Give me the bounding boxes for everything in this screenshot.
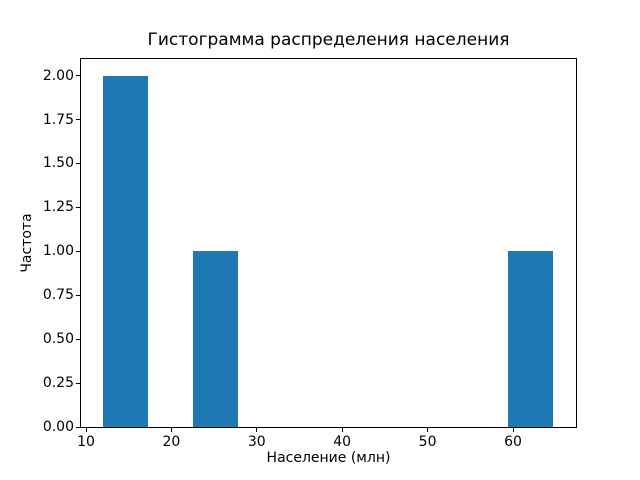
y-tick-mark [76,162,80,164]
histogram-bar [103,75,149,427]
y-tick-label: 0.25 [42,375,74,392]
y-tick-label: 1.00 [42,243,74,260]
x-tick-label: 30 [247,434,266,450]
x-tick-label: 10 [77,434,95,450]
y-tick-label: 1.75 [42,111,74,128]
chart-title: Гистограмма распределения населения [147,30,510,50]
y-tick-mark [76,382,80,384]
y-tick-label: 2.00 [42,67,74,84]
y-tick-mark [76,250,80,252]
plot-area [80,58,577,428]
histogram-bar [193,251,239,427]
y-tick-label: 0.00 [42,419,74,435]
x-axis-label: Население (млн) [266,450,391,466]
histogram-bar [508,251,554,427]
x-tick-mark [256,428,258,432]
x-tick-mark [341,428,343,432]
y-tick-mark [76,75,80,77]
y-tick-mark [76,206,80,208]
y-tick-mark [76,119,80,120]
x-tick-label: 20 [162,434,181,450]
y-tick-mark [76,338,80,340]
y-tick-label: 1.25 [42,199,74,216]
y-tick-mark [76,294,80,296]
x-tick-mark [512,428,514,432]
x-tick-mark [427,428,429,432]
y-tick-label: 0.50 [42,331,74,348]
x-tick-mark [85,428,87,432]
x-tick-label: 60 [504,434,522,450]
y-tick-label: 0.75 [42,287,74,304]
y-tick-label: 1.50 [42,155,74,172]
x-tick-mark [170,428,172,432]
x-tick-label: 40 [333,434,352,450]
y-tick-mark [76,426,80,428]
x-tick-label: 50 [418,434,437,450]
